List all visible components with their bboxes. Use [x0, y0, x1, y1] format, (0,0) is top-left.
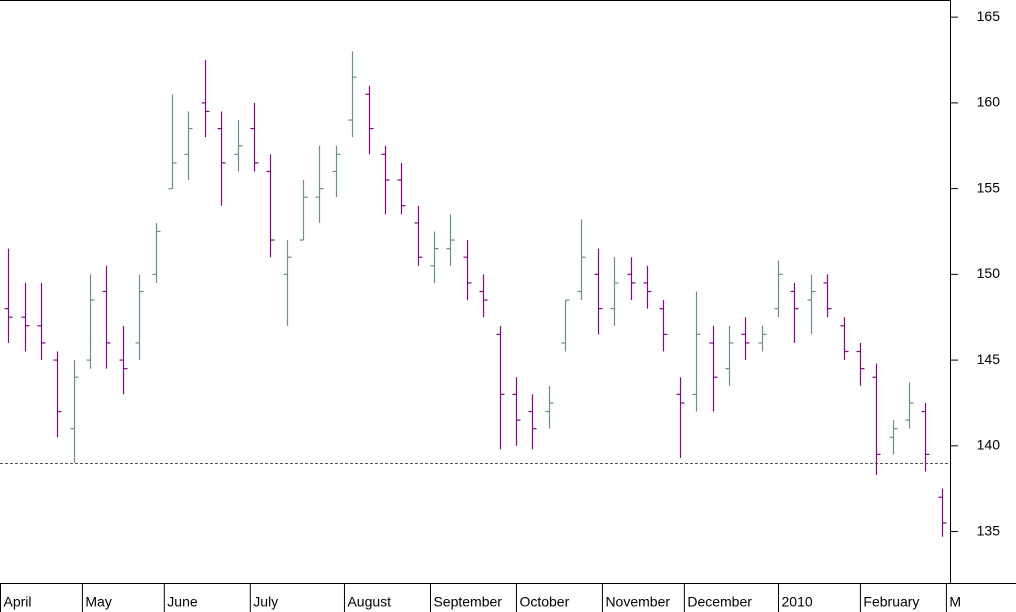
ohlc-bar: [201, 60, 210, 138]
ohlc-bar: [234, 120, 243, 172]
ohlc-bar: [528, 394, 537, 450]
ohlc-bar: [807, 274, 816, 335]
ohlc-bar: [250, 102, 259, 172]
x-tick-label: July: [253, 594, 278, 610]
x-tick-label: December: [687, 594, 752, 610]
ohlc-bar: [643, 265, 652, 309]
x-tick-label: February: [863, 594, 919, 610]
ohlc-bar: [627, 257, 636, 301]
ohlc-bar: [21, 282, 30, 352]
ohlc-bar: [741, 317, 750, 361]
y-tick-label: 160: [977, 94, 1001, 110]
ohlc-bar: [397, 162, 406, 215]
ohlc-bar: [889, 420, 898, 455]
ohlc-bar: [53, 351, 62, 438]
ohlc-bar: [381, 145, 390, 215]
ohlc-bar: [86, 274, 95, 369]
x-tick-label: 2010: [782, 594, 813, 610]
y-tick-label: 135: [977, 522, 1001, 538]
y-tick-label: 140: [977, 437, 1001, 453]
x-tick-label: M: [949, 594, 961, 610]
ohlc-bar: [348, 51, 357, 138]
ohlc-bar: [479, 274, 488, 318]
ohlc-bar: [676, 377, 685, 458]
y-tick-label: 155: [977, 179, 1001, 195]
ohlc-bar: [840, 317, 849, 361]
ohlc-bar: [790, 282, 799, 343]
y-tick-label: 145: [977, 351, 1001, 367]
ohlc-bar: [446, 214, 455, 266]
ohlc-bar: [37, 282, 46, 361]
x-tick-label: April: [4, 594, 32, 610]
ohlc-bar: [299, 180, 308, 241]
x-tick-label: October: [519, 594, 569, 610]
ohlc-bar: [725, 325, 734, 386]
ohlc-bar: [905, 382, 914, 429]
ohlc-bar: [70, 360, 79, 463]
ohlc-bar: [152, 222, 161, 283]
ohlc-bar: [4, 248, 13, 343]
ohlc-bar: [577, 219, 586, 301]
ohlc-bar: [496, 325, 505, 450]
ohlc-bar: [168, 94, 177, 190]
x-tick-label: September: [433, 594, 502, 610]
ohlc-bar: [872, 363, 881, 475]
y-tick-label: 150: [977, 265, 1001, 281]
ohlc-bar: [365, 85, 374, 155]
x-tick-label: June: [167, 594, 198, 610]
ohlc-bar: [659, 300, 668, 352]
ohlc-bar: [283, 240, 292, 326]
ohlc-bar: [184, 111, 193, 181]
ohlc-bar: [594, 248, 603, 335]
ohlc-bar: [758, 325, 767, 352]
ohlc-bar: [545, 385, 554, 429]
x-tick-label: November: [605, 594, 670, 610]
x-tick-label: August: [347, 594, 391, 610]
ohlc-bar: [315, 145, 324, 223]
x-tick-label: May: [85, 594, 111, 610]
ohlc-bar: [938, 488, 947, 537]
ohlc-bar: [774, 260, 783, 318]
ohlc-bar: [561, 299, 570, 352]
ohlc-bar: [463, 240, 472, 301]
ohlc-bar: [266, 154, 275, 258]
ohlc-bar: [610, 257, 619, 326]
ohlc-bar: [921, 402, 930, 472]
y-tick-label: 165: [977, 8, 1001, 24]
ohlc-bar: [692, 291, 701, 412]
ohlc-bar: [709, 325, 718, 412]
ohlc-bar: [102, 265, 111, 369]
ohlc-bar: [414, 205, 423, 266]
ohlc-bar: [217, 111, 226, 206]
ohlc-bar: [135, 274, 144, 361]
ohlc-bar: [332, 145, 341, 198]
ohlc-bar: [856, 342, 865, 386]
ohlc-bar: [430, 231, 439, 283]
ohlc-bar: [119, 325, 128, 395]
ohlc-bar: [823, 274, 832, 318]
ohlc-bar: [512, 377, 521, 446]
